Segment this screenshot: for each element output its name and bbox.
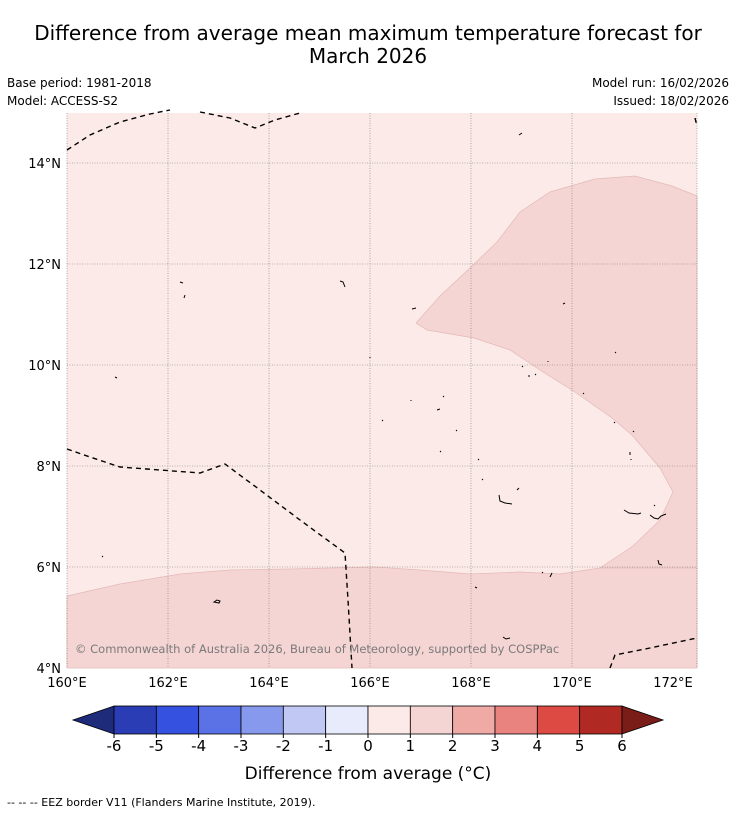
map-frame-edges <box>66 113 698 668</box>
lon-tick-label: 162°E <box>148 676 188 691</box>
lon-tick-label: 160°E <box>47 676 87 691</box>
colorbar-segment <box>536 705 581 735</box>
forecast-map: © Commonwealth of Australia 2026, Bureau… <box>28 109 698 755</box>
colorbar-segment <box>579 705 623 735</box>
colorbar-segment <box>452 705 496 735</box>
colorbar-tick-label: -4 <box>191 737 206 755</box>
colorbar-tick-label: -1 <box>318 737 333 755</box>
colorbar-tick-label: 6 <box>617 737 627 755</box>
colorbar: -6 -5 -4 -3 -2 -1 0 1 2 3 4 5 6 <box>71 705 665 755</box>
lat-tick-labels: 14°N 12°N 10°N 8°N 6°N 4°N <box>28 157 61 677</box>
lat-tick-label: 6°N <box>37 561 62 576</box>
colorbar-segment <box>494 705 538 735</box>
lon-tick-label: 168°E <box>451 676 491 691</box>
colorbar-segment <box>240 705 284 735</box>
colorbar-tick-label: -3 <box>234 737 249 755</box>
colorbar-label: Difference from average (°C) <box>244 764 492 784</box>
lat-tick-label: 10°N <box>28 359 61 374</box>
colorbar-extend-high <box>621 705 665 735</box>
colorbar-segment <box>155 705 200 735</box>
anomaly-band-1-2-northeast <box>415 175 698 569</box>
title-line-1: Difference from average mean maximum tem… <box>34 21 702 45</box>
colorbar-tick-label: -2 <box>276 737 291 755</box>
title-line-2: March 2026 <box>308 44 428 68</box>
base-period: Base period: 1981-2018 <box>7 76 152 90</box>
lat-tick-label: 4°N <box>37 662 62 677</box>
lon-tick-label: 172°E <box>653 676 693 691</box>
colorbar-tick-label: 0 <box>363 737 373 755</box>
meta-right: Model run: 16/02/2026 Issued: 18/02/2026 <box>592 74 729 110</box>
lon-tick-label: 166°E <box>350 676 390 691</box>
colorbar-segment <box>325 705 369 735</box>
copyright-text: © Commonwealth of Australia 2026, Bureau… <box>75 642 559 656</box>
colorbar-tick-label: 4 <box>533 737 543 755</box>
colorbar-tick-label: 3 <box>490 737 500 755</box>
lon-tick-label: 170°E <box>552 676 592 691</box>
colorbar-tick-label: -5 <box>149 737 164 755</box>
colorbar-tick-label: 2 <box>448 737 458 755</box>
islands <box>101 132 667 640</box>
colorbar-segment <box>409 705 454 735</box>
eez-borders <box>66 109 698 669</box>
lat-tick-label: 14°N <box>28 157 61 172</box>
colorbar-segment <box>113 705 157 735</box>
eez-footnote: -- -- -- EEZ border V11 (Flanders Marine… <box>7 796 316 809</box>
map-title: Difference from average mean maximum tem… <box>0 22 736 68</box>
gridlines <box>67 113 697 668</box>
model-run: Model run: 16/02/2026 <box>591 76 729 90</box>
issued-date: Issued: 18/02/2026 <box>613 94 729 108</box>
lon-tick-label: 164°E <box>249 676 289 691</box>
colorbar-extend-low <box>71 705 115 735</box>
meta-left: Base period: 1981-2018 Model: ACCESS-S2 <box>7 74 152 110</box>
colorbar-tick-label: 5 <box>575 737 585 755</box>
colorbar-segment <box>198 705 242 735</box>
lat-tick-label: 12°N <box>28 258 61 273</box>
colorbar-tick-label: 1 <box>406 737 416 755</box>
lat-tick-label: 8°N <box>37 460 62 475</box>
colorbar-segment <box>282 705 327 735</box>
model-name: Model: ACCESS-S2 <box>7 94 119 108</box>
colorbar-segment <box>367 705 411 735</box>
colorbar-tick-label: -6 <box>107 737 122 755</box>
lon-tick-labels: 160°E 162°E 164°E 166°E 168°E 170°E 172°… <box>47 676 693 691</box>
